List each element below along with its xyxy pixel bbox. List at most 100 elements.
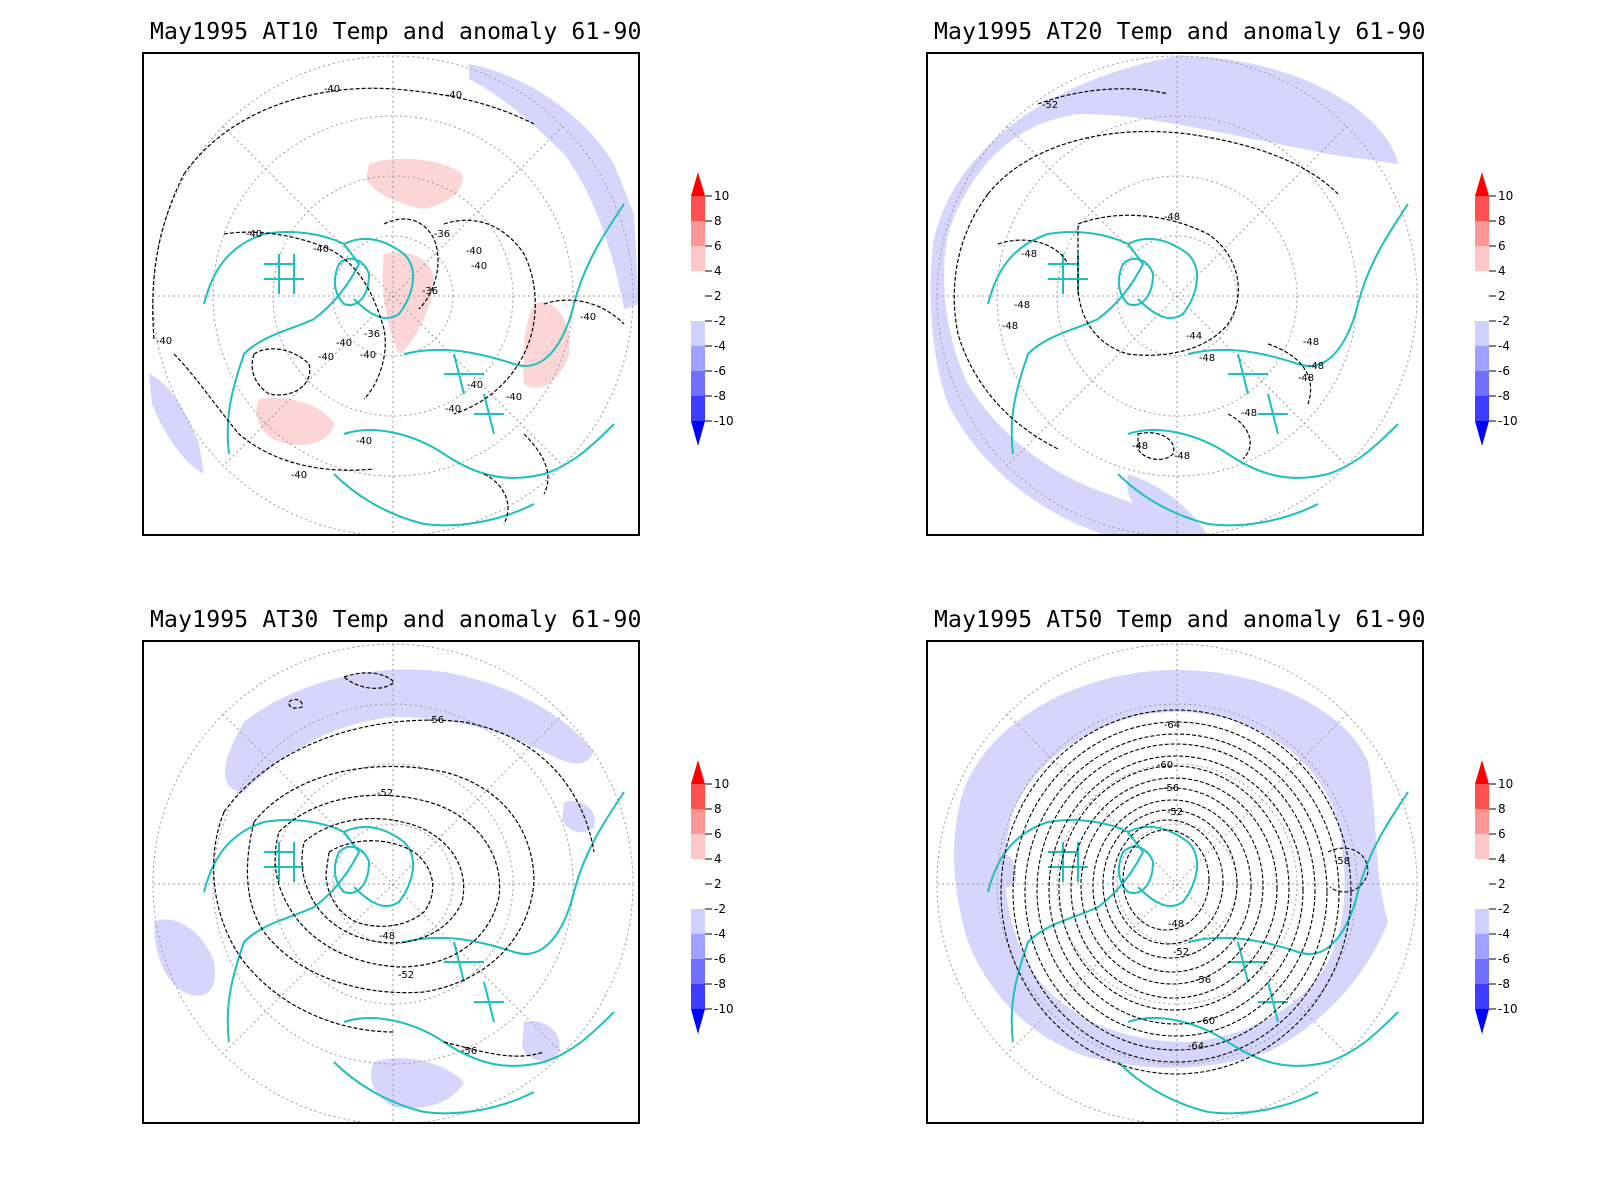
polar-map-at30: -56 -52 -48 -52 -56 bbox=[152, 643, 634, 1122]
arctic-coast bbox=[343, 825, 415, 907]
colorbar-bottom-arrow bbox=[691, 421, 705, 446]
africa-coast bbox=[1117, 473, 1319, 527]
political-border bbox=[264, 842, 504, 1023]
colorbar-at10: 10 8 6 4 2 -2 -4 -6 -8 -10 bbox=[688, 170, 758, 460]
grid bbox=[152, 55, 634, 534]
colorbar-tick-label: -6 bbox=[714, 952, 726, 966]
north-america-coast bbox=[203, 231, 360, 455]
contour-label: -40 bbox=[291, 470, 307, 481]
contour-label: -40 bbox=[324, 84, 340, 95]
colorbar-tick-label: -4 bbox=[1498, 927, 1510, 941]
coastlines bbox=[203, 791, 625, 1115]
contour-labels: -64 -60 -56 -52 -48 -52 -56 -60 -64 -58 bbox=[1157, 720, 1350, 1052]
colorbar-tick-label: 8 bbox=[1498, 214, 1506, 228]
colorbar-tick-label: -10 bbox=[1498, 414, 1518, 428]
contour-line bbox=[1058, 765, 1290, 1011]
cold-anomaly-region bbox=[154, 919, 215, 996]
contour-label: -48 bbox=[1298, 373, 1314, 384]
colorbar-swatch bbox=[1475, 909, 1489, 934]
warm-anomaly-region bbox=[256, 397, 334, 445]
colorbar-tick-label: 6 bbox=[714, 239, 722, 253]
contour-label: -40 bbox=[356, 436, 372, 447]
eurasia-coast bbox=[343, 423, 615, 479]
panel-title-at20: May1995 AT20 Temp and anomaly 61-90 bbox=[934, 19, 1426, 45]
colorbar-swatch bbox=[691, 271, 705, 296]
colorbar-swatch bbox=[691, 984, 705, 1009]
eurasia-coast bbox=[403, 203, 625, 367]
colorbar-tick-label: 4 bbox=[714, 852, 722, 866]
colorbar-at50: 10 8 6 4 2 -2 -4 -6 -8 -10 bbox=[1472, 758, 1542, 1048]
colorbar-svg: 10 8 6 4 2 -2 -4 -6 -8 -10 bbox=[691, 172, 734, 446]
cold-anomaly-region bbox=[562, 801, 595, 833]
contour-line bbox=[1102, 809, 1238, 959]
greenland-coast bbox=[1117, 257, 1154, 306]
colorbar-tick-label: -2 bbox=[714, 314, 726, 328]
colorbar-tick-label: 6 bbox=[1498, 239, 1506, 253]
colorbar-bottom-arrow bbox=[1475, 1009, 1489, 1034]
contour-label: -52 bbox=[377, 788, 393, 799]
colorbar-swatch bbox=[1475, 884, 1489, 909]
colorbar-tick-label: 10 bbox=[1498, 777, 1513, 791]
contour-label: -52 bbox=[1167, 807, 1183, 818]
temperature-contours bbox=[152, 87, 625, 525]
meridian-line bbox=[222, 125, 564, 467]
contour-line bbox=[213, 811, 395, 1033]
coastlines bbox=[987, 791, 1409, 1115]
contour-label: -40 bbox=[445, 404, 461, 415]
arctic-coast bbox=[343, 237, 415, 319]
contour-label: -48 bbox=[1021, 249, 1037, 260]
panel-title-at50: May1995 AT50 Temp and anomaly 61-90 bbox=[934, 607, 1426, 633]
colorbar-tick-label: -8 bbox=[1498, 389, 1510, 403]
contour-line bbox=[288, 698, 303, 709]
contour-label: -40 bbox=[156, 336, 172, 347]
contour-label: -48 bbox=[1174, 451, 1190, 462]
colorbar-tick-label: 4 bbox=[1498, 852, 1506, 866]
contour-label: -58 bbox=[1334, 856, 1350, 867]
colorbar-swatch bbox=[1475, 371, 1489, 396]
contour-line bbox=[383, 218, 439, 310]
greenland-coast bbox=[1117, 845, 1154, 894]
colorbar-swatch bbox=[1475, 809, 1489, 834]
contour-line bbox=[173, 353, 375, 471]
contour-line bbox=[183, 87, 535, 175]
contour-label: -48 bbox=[1132, 441, 1148, 452]
contour-line bbox=[1077, 214, 1239, 356]
contour-labels: -52 -48 -48 -48 -48 -44 -48 -48 -48 -48 … bbox=[1002, 100, 1324, 462]
contour-line bbox=[301, 818, 465, 944]
contour-line bbox=[223, 231, 386, 400]
africa-coast bbox=[333, 1061, 535, 1115]
contour-label: -64 bbox=[1164, 720, 1180, 731]
contour-label: -64 bbox=[1188, 1041, 1204, 1052]
contour-line bbox=[246, 765, 535, 994]
contour-line bbox=[1000, 709, 1352, 1075]
colorbar-tick-label: 4 bbox=[714, 264, 722, 278]
contour-label: -44 bbox=[1186, 331, 1202, 342]
contour-line bbox=[1048, 755, 1304, 1025]
colorbar-swatch bbox=[691, 396, 705, 421]
eurasia-coast bbox=[403, 791, 625, 955]
colorbar-tick-label: -4 bbox=[714, 339, 726, 353]
contour-labels: -40 -40 -40 -40 -40 -40 -40 -40 -40 -40 … bbox=[156, 84, 596, 481]
eurasia-coast bbox=[1127, 423, 1399, 479]
colorbar-swatch bbox=[691, 371, 705, 396]
colorbar-tick-label: -6 bbox=[714, 364, 726, 378]
colorbar-tick-label: 2 bbox=[1498, 877, 1506, 891]
colorbar-swatch bbox=[1475, 784, 1489, 809]
contour-line bbox=[523, 433, 549, 495]
colorbar-swatch bbox=[691, 934, 705, 959]
contour-line bbox=[1112, 819, 1224, 945]
colorbar-at30: 10 8 6 4 2 -2 -4 -6 -8 -10 bbox=[688, 758, 758, 1048]
cold-anomaly-region bbox=[469, 64, 638, 309]
colorbar-swatch bbox=[1475, 984, 1489, 1009]
contour-line bbox=[1080, 787, 1264, 985]
contour-label: -56 bbox=[428, 715, 444, 726]
polar-map-at50: -64 -60 -56 -52 -48 -52 -56 -60 -64 -58 bbox=[936, 643, 1418, 1122]
eurasia-coast bbox=[343, 1011, 615, 1067]
contour-labels: -56 -52 -48 -52 -56 bbox=[377, 715, 477, 1057]
panel-title-at10: May1995 AT10 Temp and anomaly 61-90 bbox=[150, 19, 642, 45]
colorbar-top-arrow bbox=[1475, 172, 1489, 196]
colorbar-tick-label: -4 bbox=[714, 927, 726, 941]
north-america-coast bbox=[987, 231, 1144, 455]
colorbar-tick-label: -8 bbox=[714, 977, 726, 991]
contour-label: -52 bbox=[1173, 947, 1189, 958]
